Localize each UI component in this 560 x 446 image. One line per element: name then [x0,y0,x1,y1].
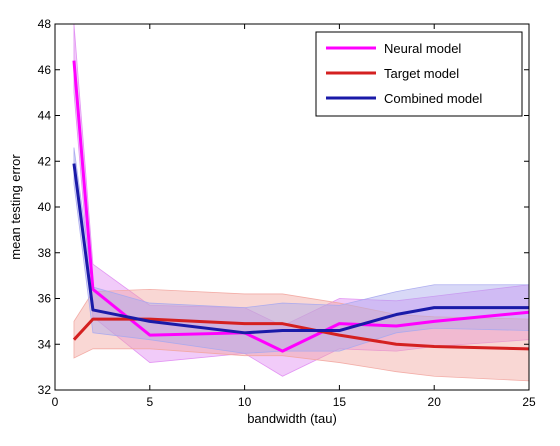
x-tick-label: 5 [146,395,153,409]
y-tick-label: 46 [38,63,52,77]
legend-label-2: Combined model [384,91,482,106]
y-tick-label: 40 [38,200,52,214]
y-axis-ticks: 32 34 36 38 40 42 44 46 48 [38,17,529,397]
x-tick-label: 0 [52,395,59,409]
series-line-0 [72,60,530,353]
y-tick-label: 48 [38,17,52,31]
series-lines [72,60,530,353]
legend: Neural model Target model Combined model [315,31,523,117]
y-tick-label: 38 [38,246,52,260]
x-axis-label: bandwidth (tau) [247,411,337,426]
x-tick-label: 25 [522,395,536,409]
series-line-2 [72,163,529,335]
legend-label-1: Target model [384,66,459,81]
x-tick-label: 15 [333,395,347,409]
y-axis-label: mean testing error [8,154,23,260]
series-line-1 [72,317,530,351]
y-tick-label: 42 [38,154,52,168]
x-tick-label: 10 [238,395,252,409]
y-tick-label: 32 [38,383,52,397]
y-tick-label: 34 [38,337,52,351]
band-2 [73,147,530,354]
x-tick-label: 20 [428,395,442,409]
y-tick-label: 36 [38,292,52,306]
y-tick-label: 44 [38,109,52,123]
x-axis-ticks: 0 5 10 15 20 25 [52,24,536,409]
legend-label-0: Neural model [384,41,461,56]
